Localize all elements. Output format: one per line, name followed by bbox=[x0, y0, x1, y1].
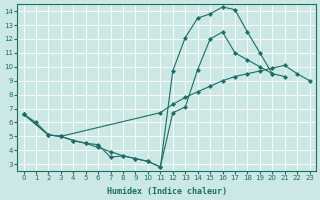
X-axis label: Humidex (Indice chaleur): Humidex (Indice chaleur) bbox=[107, 187, 227, 196]
